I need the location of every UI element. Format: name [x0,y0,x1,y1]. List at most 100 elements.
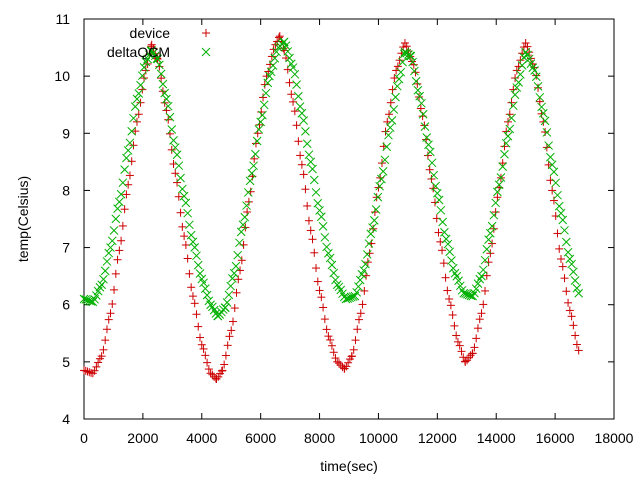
data-point [242,201,251,210]
data-point [288,63,298,72]
x-tick-labels: 0 2000 4000 6000 8000 10000 12000 14000 16000 180… [80,430,634,446]
data-point [392,81,402,91]
data-point [443,239,453,249]
data-point [452,271,462,281]
data-point [115,246,124,255]
data-point [266,67,276,77]
data-point [185,269,194,278]
data-point [304,216,313,225]
data-point [438,217,447,227]
data-point [176,208,185,217]
x-axis-label: time(sec) [320,458,378,474]
data-point [132,94,142,104]
data-point [424,140,433,150]
data-point [349,345,358,354]
data-point [395,56,404,65]
data-point [230,304,239,313]
data-point [113,204,122,213]
data-point [85,368,94,377]
data-point [487,221,497,231]
data-point [455,281,465,291]
data-point [500,142,509,151]
data-point [206,369,215,378]
data-point [561,237,571,247]
data-point [358,300,367,309]
data-point [361,259,370,269]
data-point [238,220,248,230]
x-tick-label: 18000 [595,430,634,446]
data-point [485,228,495,238]
data-point [554,201,564,211]
data-point [257,107,266,116]
data-point [387,116,397,125]
data-point [218,366,227,375]
data-point [500,149,509,159]
data-point [192,251,201,261]
data-point [92,362,101,371]
data-point [228,317,237,326]
series-deltaQCM [79,37,584,321]
data-point [482,244,492,254]
data-point [192,310,201,319]
data-point [200,284,210,293]
data-point [297,108,307,118]
data-point [406,51,416,61]
data-point [448,263,458,273]
data-point [445,247,455,257]
data-point [481,286,490,295]
data-point [473,324,482,333]
data-point [224,290,234,300]
legend-marker-device [202,29,210,37]
data-point [415,91,425,101]
data-point [560,225,569,235]
data-point [97,352,106,361]
data-point [455,341,464,350]
data-point [563,247,573,257]
data-point [423,151,432,160]
x-tick-label: 4000 [186,430,217,446]
x-tick-label: 14000 [477,430,516,446]
data-point [125,171,134,180]
data-point [567,259,576,269]
data-point [316,212,326,222]
data-point [174,161,184,171]
data-point [100,266,110,276]
data-point [425,165,434,174]
data-point [106,243,115,252]
data-point [308,164,317,174]
data-point [443,286,452,295]
data-point [448,310,457,319]
data-point [302,139,312,149]
y-tick-label: 4 [62,411,70,427]
data-point [179,191,189,201]
data-point [508,101,518,111]
data-point [236,227,246,237]
data-point [398,57,407,67]
data-point [156,69,166,79]
data-point [535,97,544,106]
data-point [489,224,498,233]
data-point [183,254,192,263]
data-point [181,198,191,208]
data-point [251,149,260,159]
data-point [318,222,328,231]
data-point [503,131,513,141]
data-point [528,63,538,73]
x-tick-label: 16000 [536,430,575,446]
data-point [438,246,447,255]
data-point [422,133,432,142]
data-point [322,325,331,334]
data-point [373,192,383,202]
data-point [409,60,418,69]
data-point [436,205,446,215]
y-tick-label: 10 [54,68,70,84]
data-point [83,367,92,376]
data-point [311,187,321,197]
legend: device deltaQCM [107,25,211,60]
data-point [139,62,149,72]
data-point [498,159,507,168]
data-point [431,181,440,191]
data-point [125,138,135,148]
data-point [255,120,264,129]
data-point [176,173,185,183]
